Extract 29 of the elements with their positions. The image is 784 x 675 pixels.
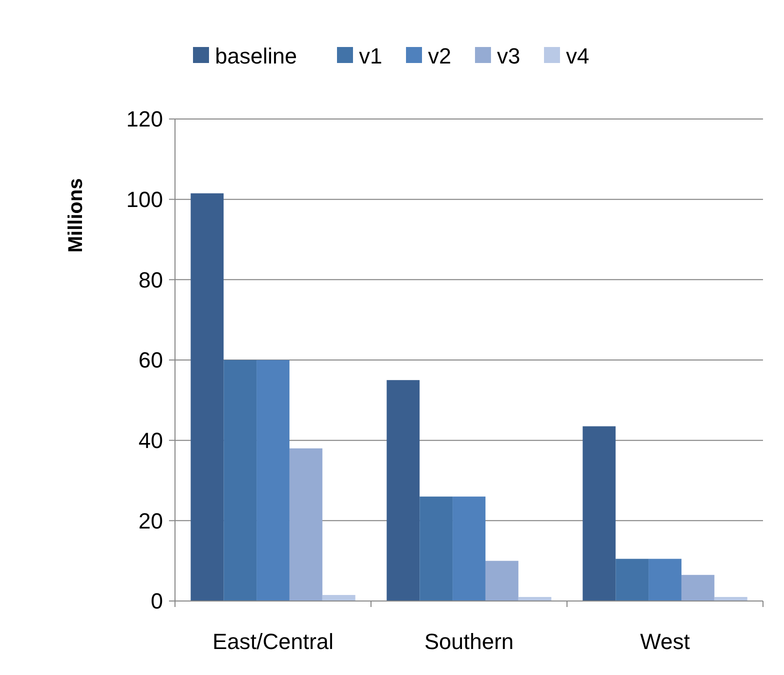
x-tick-label: Southern xyxy=(424,629,514,654)
bar xyxy=(256,360,290,601)
bar xyxy=(289,448,322,601)
y-axis-title: Millions xyxy=(65,178,87,253)
y-tick-label: 0 xyxy=(150,588,163,614)
legend-label: v3 xyxy=(497,44,520,69)
y-tick-label: 80 xyxy=(138,267,163,292)
y-tick-label: 100 xyxy=(126,187,163,212)
y-tick-label: 40 xyxy=(138,428,163,454)
legend-label: baseline xyxy=(215,44,297,69)
legend-label: v1 xyxy=(359,44,382,69)
bar xyxy=(616,558,649,601)
bar xyxy=(681,574,714,601)
y-tick-label: 20 xyxy=(138,508,163,534)
x-tick-label: West xyxy=(640,629,690,654)
y-tick-label: 60 xyxy=(138,348,163,373)
bar xyxy=(648,558,682,601)
x-tick-label: East/Central xyxy=(212,629,334,654)
bar xyxy=(386,380,420,601)
bar xyxy=(420,496,453,601)
legend-label: v4 xyxy=(566,44,590,69)
bar xyxy=(190,193,224,601)
bar xyxy=(322,594,356,601)
bar xyxy=(452,496,486,601)
bar xyxy=(485,560,518,601)
bar xyxy=(224,360,257,601)
y-tick-label: 120 xyxy=(126,106,163,132)
bar xyxy=(582,426,616,601)
legend-label: v2 xyxy=(428,44,452,69)
